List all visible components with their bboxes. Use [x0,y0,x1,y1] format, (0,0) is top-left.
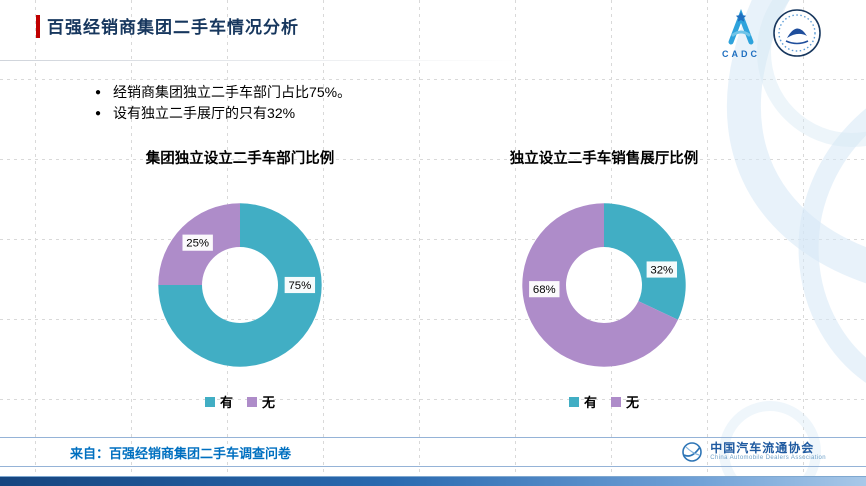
legend-item-yes: 有 [204,392,233,411]
legend-item-yes: 有 [568,392,597,411]
data-label-box [182,234,213,251]
chart-title: 独立设立二手车销售展厅比例 [509,151,699,167]
data-label-box [529,281,560,298]
legend-label-no: 无 [626,395,640,410]
donut-segment [158,203,322,367]
round-emblem-logo [773,9,821,57]
association-text: 中国汽车流通协会 China Automobile Dealers Associ… [710,441,826,462]
chart-legend: 有 无 [204,392,275,411]
bottom-gradient-bar [0,476,866,486]
data-label: 25% [186,237,209,249]
bullet-icon: ● [95,108,102,119]
bullet-text: 设有独立二手展厅的只有32% [113,105,296,121]
association-subtitle: China Automobile Dealers Association [710,455,826,462]
logo-strip: CADC [720,8,822,59]
chart-legend: 有 无 [568,392,639,411]
cadc-logo: CADC [720,8,762,59]
page-title: 百强经销商集团二手车情况分析 [47,18,299,37]
cadc-logo-text: CADC [722,49,760,59]
source-note: 来自：百强经销商集团二手车调查问卷 [70,446,292,461]
title-accent-bar [36,15,40,38]
bullet-item: ● 设有独立二手展厅的只有32% [95,103,351,124]
data-label: 68% [533,284,556,296]
chart-title: 集团独立设立二手车部门比例 [145,151,335,167]
bullet-item: ● 经销商集团独立二手车部门占比75%。 [95,82,351,103]
donut-segment [522,203,678,367]
legend-item-no: 无 [247,392,275,411]
data-label-box [284,276,316,294]
watermark-swoosh [719,0,866,486]
legend-swatch-no [247,396,257,407]
legend-label-no: 无 [262,395,276,410]
association-globe-icon [682,442,703,462]
legend-label-yes: 有 [219,395,233,410]
bullet-text: 经销商集团独立二手车部门占比75%。 [113,84,352,100]
footer-divider-top [0,437,866,438]
donut-chart-dept: 75% 25% [158,203,322,367]
legend-swatch-yes [568,396,579,407]
chart-showroom-ratio: 独立设立二手车销售展厅比例 32% 68% 有 无 [476,147,732,411]
bullet-list: ● 经销商集团独立二手车部门占比75%。 ● 设有独立二手展厅的只有32% [95,82,351,124]
legend-label-yes: 有 [583,395,597,410]
data-label-box [646,261,678,278]
donut-chart-showroom: 32% 68% [522,203,686,367]
cadc-logo-icon [728,9,754,45]
donut-segment [604,203,686,320]
legend-item-no: 无 [611,392,639,411]
chart-dept-ratio: 集团独立设立二手车部门比例 75% 25% 有 无 [112,147,368,411]
data-label: 32% [650,264,673,276]
bullet-icon: ● [95,87,102,98]
data-label: 75% [288,280,311,292]
legend-swatch-yes [204,396,215,407]
association-logo: 中国汽车流通协会 China Automobile Dealers Associ… [680,440,826,464]
header-divider [0,60,520,61]
legend-swatch-no [611,396,621,407]
footer-divider-bottom [0,466,866,467]
association-name: 中国汽车流通协会 [710,441,815,456]
